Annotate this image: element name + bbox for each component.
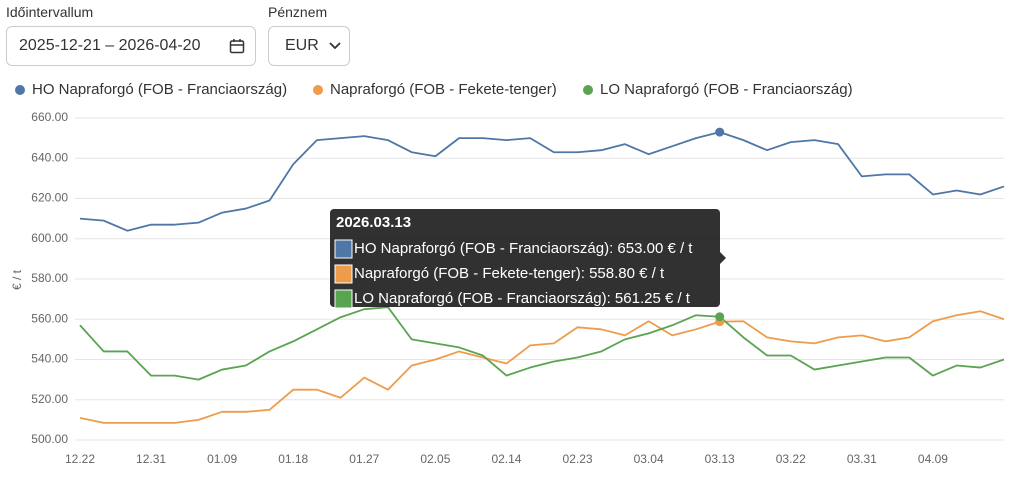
- x-tick-label: 02.05: [420, 452, 450, 466]
- tooltip-line: LO Napraforgó (FOB - Franciaország): 561…: [354, 290, 691, 307]
- x-tick-label: 03.04: [634, 452, 664, 466]
- tooltip-box: [330, 209, 720, 307]
- y-tick-label: 520.00: [31, 392, 68, 406]
- x-tick-label: 02.14: [491, 452, 521, 466]
- x-tick-label: 12.31: [136, 452, 166, 466]
- legend-label: HO Napraforgó (FOB - Franciaország): [32, 81, 287, 98]
- legend-dot: [15, 85, 25, 95]
- x-tick-label: 02.23: [563, 452, 593, 466]
- y-tick-label: 640.00: [31, 150, 68, 164]
- tooltip-swatch: [334, 264, 353, 284]
- legend-dot: [583, 85, 593, 95]
- date-range-input[interactable]: 2025-12-21 – 2026-04-20: [6, 26, 256, 66]
- x-tick-label: 03.31: [847, 452, 877, 466]
- series-line: [79, 306, 1005, 381]
- y-tick-label: 560.00: [31, 311, 68, 325]
- chart: € / t HO Napraforgó (FOB - Franciaország…: [10, 81, 1005, 466]
- tooltip-title: 2026.03.13: [336, 214, 411, 231]
- tooltip-swatch: [334, 239, 353, 259]
- x-tick-label: 03.22: [776, 452, 806, 466]
- tooltip-line: HO Napraforgó (FOB - Franciaország): 653…: [354, 240, 693, 257]
- calendar-icon: [229, 39, 245, 54]
- x-tick-label: 01.09: [207, 452, 237, 466]
- legend-label: LO Napraforgó (FOB - Franciaország): [600, 81, 853, 98]
- hover-point: [715, 312, 725, 322]
- x-tick-label: 04.09: [918, 452, 948, 466]
- series-line: [79, 310, 1005, 424]
- x-tick-label: 12.22: [65, 452, 95, 466]
- tooltip: 2026.03.13 HO Napraforgó (FOB - Franciaor…: [330, 209, 726, 309]
- tooltip-line: Napraforgó (FOB - Fekete-tenger): 558.80…: [354, 265, 665, 282]
- y-tick-label: 600.00: [31, 231, 68, 245]
- currency-label: Pénznem: [268, 4, 328, 20]
- y-tick-label: 580.00: [31, 271, 68, 285]
- tooltip-swatch: [334, 289, 353, 309]
- x-tick-label: 03.13: [705, 452, 735, 466]
- currency-value: EUR: [285, 37, 319, 54]
- legend-label: Napraforgó (FOB - Fekete-tenger): [330, 81, 557, 98]
- series-line: [79, 131, 1005, 232]
- y-axis-label: € / t: [10, 269, 24, 290]
- y-tick-label: 620.00: [31, 191, 68, 205]
- currency-select[interactable]: EUR: [268, 26, 350, 66]
- range-label: Időintervallum: [6, 4, 94, 20]
- y-tick-label: 660.00: [31, 110, 68, 124]
- date-range-value: 2025-12-21 – 2026-04-20: [19, 37, 201, 54]
- y-tick-label: 540.00: [31, 352, 68, 366]
- x-tick-label: 01.18: [278, 452, 308, 466]
- legend-dot: [313, 85, 323, 95]
- y-tick-label: 500.00: [31, 432, 68, 446]
- tooltip-caret: [720, 252, 726, 264]
- chevron: [329, 42, 341, 50]
- x-tick-label: 01.27: [349, 452, 379, 466]
- hover-point: [715, 127, 725, 137]
